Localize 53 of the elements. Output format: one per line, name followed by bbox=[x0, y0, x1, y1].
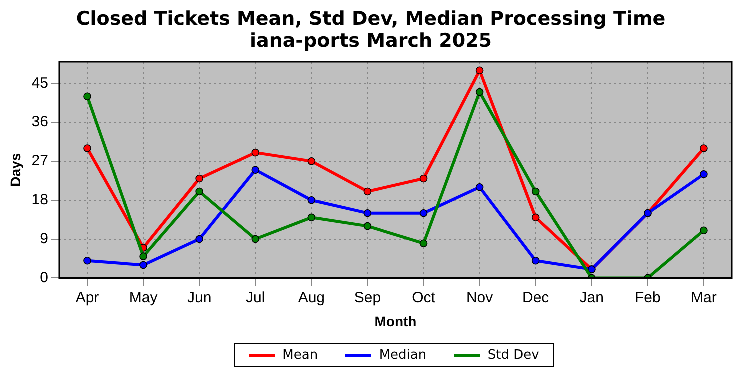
point bbox=[308, 196, 316, 204]
point bbox=[420, 209, 428, 218]
point bbox=[364, 188, 372, 196]
chart-title: Closed Tickets Mean, Std Dev, Median Processing Time iana-ports March 2025 bbox=[75, 8, 667, 52]
y-tick-label: 45 bbox=[32, 74, 48, 92]
legend-label: Mean bbox=[282, 348, 318, 362]
legend-label: Std Dev bbox=[488, 348, 540, 362]
y-axis-title: Days bbox=[7, 153, 24, 187]
x-tick-label: May bbox=[129, 289, 158, 306]
point bbox=[532, 257, 540, 265]
point bbox=[196, 188, 204, 196]
x-tick-label: Jul bbox=[246, 289, 266, 306]
x-tick-label: Feb bbox=[635, 289, 661, 306]
point bbox=[700, 144, 708, 152]
point bbox=[84, 144, 92, 152]
point bbox=[364, 222, 372, 230]
x-tick-label: Nov bbox=[466, 289, 494, 306]
x-tick-label: Jun bbox=[188, 289, 212, 306]
point bbox=[252, 235, 260, 244]
x-tick-label: Mar bbox=[691, 289, 717, 306]
point bbox=[420, 174, 428, 183]
x-tick-label: Aug bbox=[298, 289, 326, 306]
x-tick-label: Sep bbox=[354, 289, 382, 306]
point bbox=[196, 235, 204, 244]
point bbox=[420, 240, 428, 248]
point bbox=[308, 214, 316, 222]
point bbox=[252, 148, 260, 157]
point bbox=[532, 188, 540, 196]
y-tick-label: 36 bbox=[32, 114, 48, 131]
x-tick-label: Dec bbox=[522, 289, 550, 306]
point bbox=[364, 209, 372, 218]
point bbox=[532, 214, 540, 222]
point bbox=[252, 166, 260, 174]
point bbox=[196, 174, 204, 183]
y-tick-label: 9 bbox=[40, 230, 48, 248]
point bbox=[476, 66, 484, 75]
x-tick-label: Jan bbox=[580, 289, 604, 306]
point bbox=[700, 170, 708, 178]
point bbox=[476, 183, 484, 192]
x-tick-label: Apr bbox=[76, 289, 100, 306]
x-axis-title: Month bbox=[374, 313, 417, 330]
x-tick-label: Oct bbox=[412, 289, 436, 306]
point bbox=[84, 92, 92, 100]
legend-label: Median bbox=[379, 348, 427, 362]
y-tick-label: 18 bbox=[32, 192, 48, 209]
y-tick-label: 0 bbox=[40, 269, 48, 286]
point bbox=[140, 252, 148, 260]
point bbox=[476, 88, 484, 96]
point bbox=[84, 257, 92, 265]
point bbox=[140, 261, 148, 270]
point bbox=[308, 158, 316, 166]
y-tick-label: 27 bbox=[32, 152, 48, 170]
point bbox=[700, 226, 708, 235]
